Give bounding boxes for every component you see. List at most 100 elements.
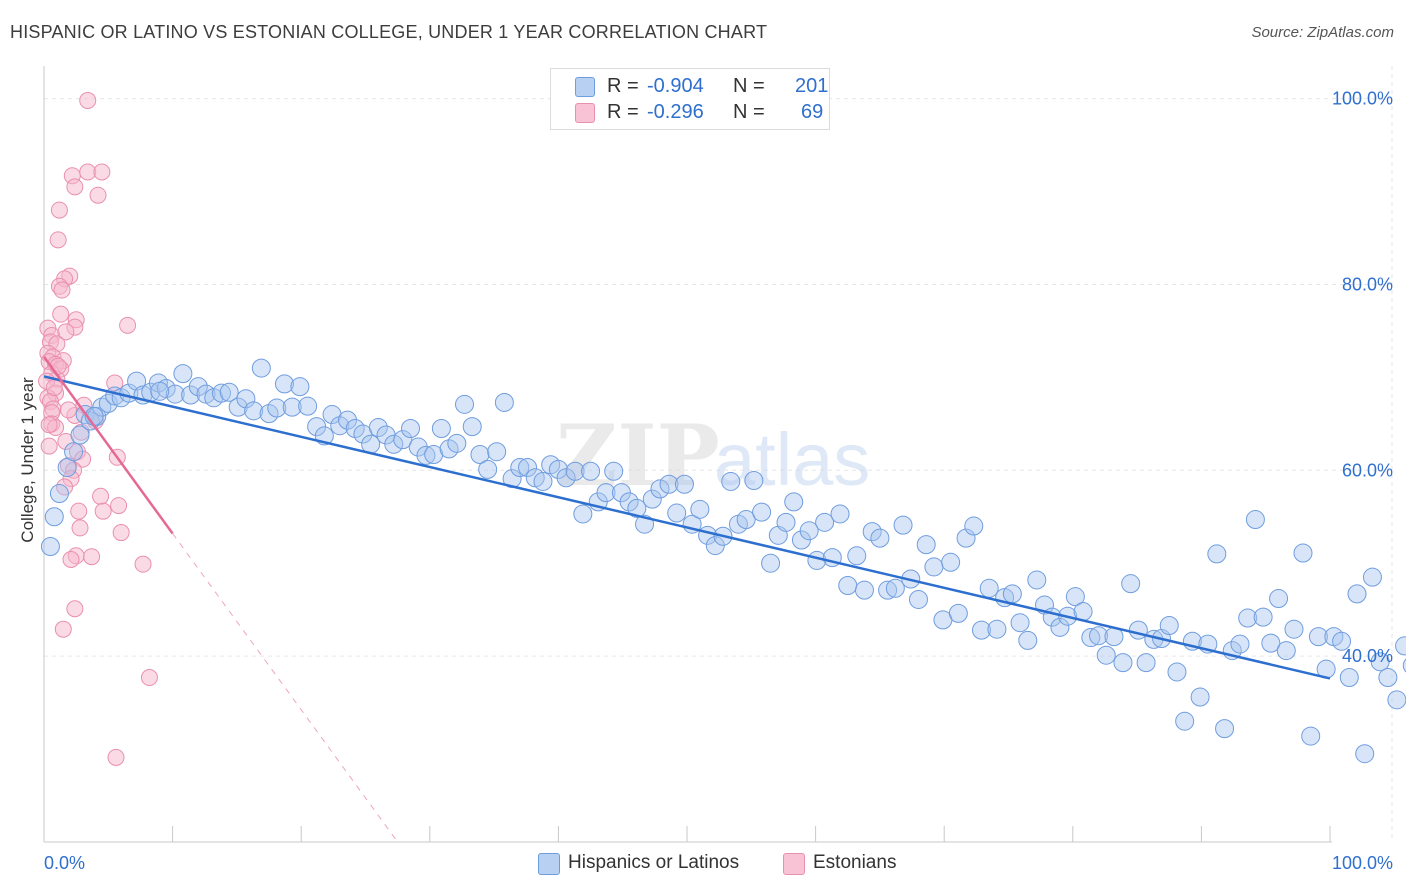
hispanic-point xyxy=(1002,584,1022,604)
legend-n-label: N = xyxy=(733,101,765,123)
watermark-atlas: atlas xyxy=(714,418,870,501)
bottom-legend-label: Hispanics or Latinos xyxy=(568,852,740,873)
hispanic-point xyxy=(1301,726,1321,746)
hispanic-point xyxy=(1355,744,1375,764)
bottom-legend-label: Estonians xyxy=(813,852,897,873)
estonians-point xyxy=(59,401,77,419)
hispanic-point xyxy=(447,433,467,453)
hispanic-point xyxy=(368,418,388,438)
estonians-point xyxy=(54,620,72,638)
hispanic-point xyxy=(1378,668,1398,688)
hispanic-point xyxy=(127,371,147,391)
bottom-legend-swatch-pink xyxy=(783,853,805,875)
hispanic-point xyxy=(1167,662,1187,682)
hispanic-point xyxy=(847,546,867,566)
hispanic-point xyxy=(815,512,835,532)
hispanic-point xyxy=(1362,567,1382,587)
estonians-point xyxy=(71,519,89,537)
hispanic-point xyxy=(298,396,318,416)
hispanic-point xyxy=(290,377,310,397)
estonians-point xyxy=(119,316,137,334)
estonians-point xyxy=(79,163,97,181)
hispanic-point xyxy=(1284,619,1304,639)
hispanic-point xyxy=(1113,653,1133,673)
hispanic-point xyxy=(1230,634,1250,654)
hispanic-point xyxy=(838,576,858,596)
hispanic-point xyxy=(596,483,616,503)
hispanic-point xyxy=(518,458,538,478)
legend-n-value: 69 xyxy=(801,101,824,123)
y-tick-label: 100.0% xyxy=(1332,89,1393,109)
hispanic-point xyxy=(181,385,201,405)
tick-labels: 40.0% 60.0% 80.0% 100.0% 0.0% 100.0% xyxy=(44,89,1393,873)
hispanic-point xyxy=(64,442,84,462)
hispanic-point xyxy=(487,442,507,462)
estonians-point xyxy=(40,437,58,455)
hispanic-point xyxy=(431,418,451,438)
estonians-point xyxy=(49,231,67,249)
source-credit: Source: ZipAtlas.com xyxy=(1251,24,1394,41)
hispanic-point xyxy=(736,510,756,530)
hispanic-point xyxy=(979,578,999,598)
hispanic-point xyxy=(971,620,991,640)
estonians-point xyxy=(57,323,75,341)
hispanic-point xyxy=(510,458,530,478)
hispanic-point xyxy=(690,499,710,519)
hispanic-point xyxy=(345,418,365,438)
hispanic-point xyxy=(1136,653,1156,673)
hispanic-point xyxy=(478,459,498,479)
hispanic-point xyxy=(604,461,624,481)
hispanic-point xyxy=(1332,631,1352,651)
hispanic-point xyxy=(393,430,413,450)
hispanic-point xyxy=(188,377,208,397)
x-tick-label: 0.0% xyxy=(44,853,85,873)
axes-layer xyxy=(43,66,1332,843)
hispanic-point xyxy=(854,580,874,600)
x-tick-label: 100.0% xyxy=(1332,853,1393,873)
hispanic-point xyxy=(455,394,475,414)
hispanic-trend-line xyxy=(43,375,1331,680)
estonians-trend-line xyxy=(42,356,174,535)
hispanic-point xyxy=(1387,690,1406,710)
y-tick-label: 80.0% xyxy=(1342,274,1393,294)
hispanic-point xyxy=(674,474,694,494)
estonians-point xyxy=(112,524,130,542)
legend-r-label: R = xyxy=(607,101,639,123)
estonians-trend-extension xyxy=(172,533,399,843)
hispanic-point xyxy=(148,373,168,393)
hispanic-point xyxy=(878,580,898,600)
estonians-point xyxy=(110,497,128,515)
hispanic-point xyxy=(548,459,568,479)
estonians-point xyxy=(92,487,110,505)
estonians-point xyxy=(62,551,80,569)
hispanic-point xyxy=(150,381,170,401)
estonians-point xyxy=(134,555,152,573)
hispanic-point xyxy=(236,389,256,409)
hispanic-point xyxy=(1339,668,1359,688)
hispanic-point xyxy=(1027,570,1047,590)
hispanic-point xyxy=(337,410,357,430)
hispanic-point xyxy=(44,507,64,527)
hispanic-point xyxy=(408,437,428,457)
estonians-point xyxy=(94,502,112,520)
estonians-point xyxy=(49,357,67,375)
estonians-point xyxy=(52,305,70,323)
legend-n-value: 201 xyxy=(795,75,829,97)
hispanic-point xyxy=(1190,687,1210,707)
estonians-point xyxy=(140,669,158,687)
hispanic-point xyxy=(619,492,639,512)
estonians-point xyxy=(45,379,63,397)
hispanic-point xyxy=(799,521,819,541)
estonians-point xyxy=(66,600,84,618)
correlation-legend: R = -0.904 N = 201 R = -0.296 N = 69 xyxy=(550,68,830,130)
legend-n-label: N = xyxy=(733,75,765,97)
estonians-point xyxy=(70,502,88,520)
hispanic-point xyxy=(494,392,514,412)
chart-title: HISPANIC OR LATINO VS ESTONIAN COLLEGE, … xyxy=(10,22,768,42)
estonians-point xyxy=(107,748,125,766)
hispanic-point xyxy=(165,384,185,404)
hispanic-point xyxy=(173,364,193,384)
hispanic-point xyxy=(1128,620,1148,640)
hispanic-point xyxy=(267,398,287,418)
